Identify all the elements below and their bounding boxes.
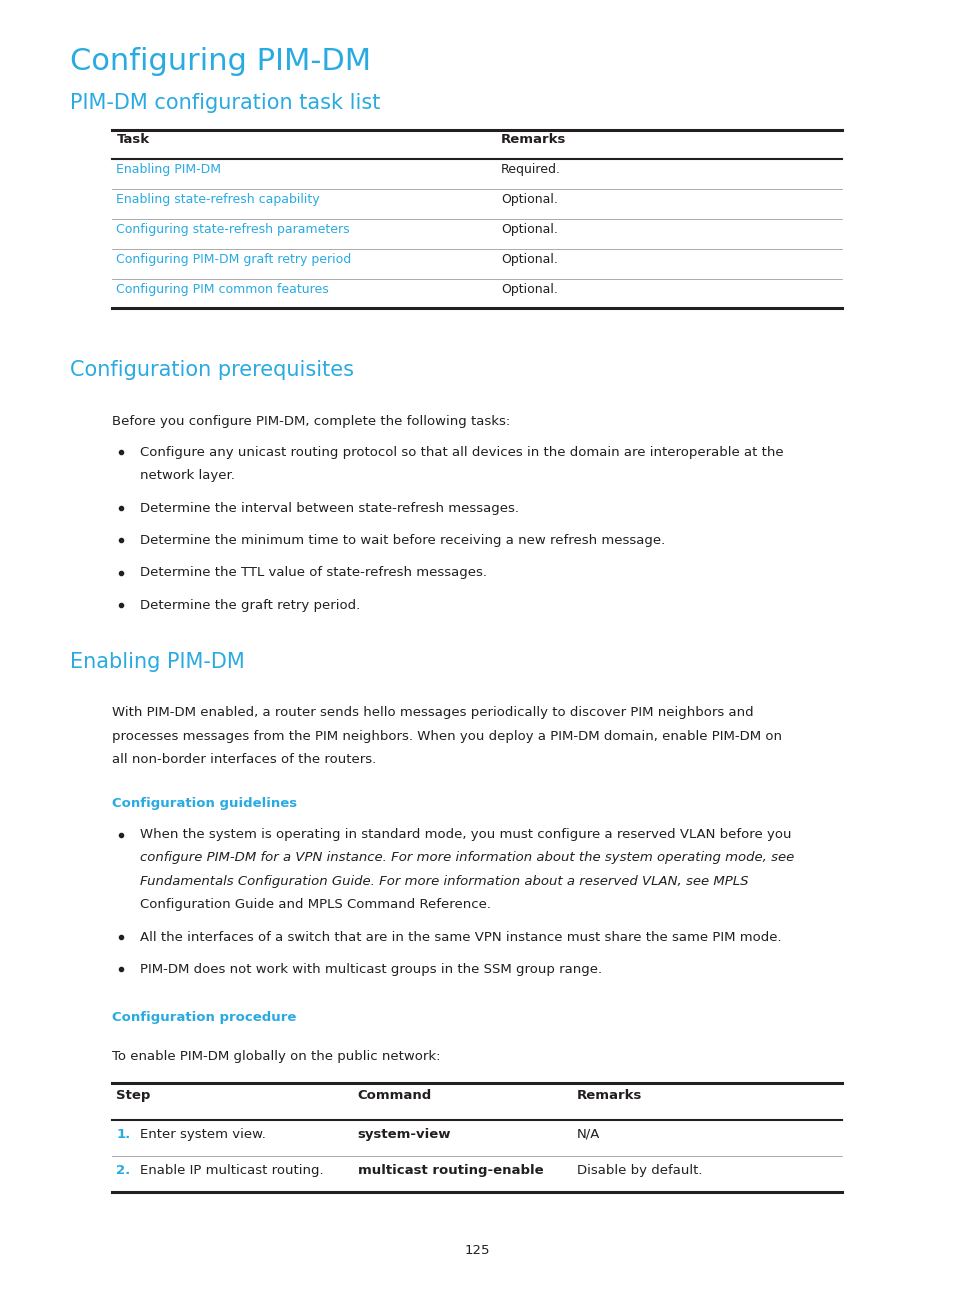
Text: 125: 125 xyxy=(464,1244,489,1257)
Text: Enabling state-refresh capability: Enabling state-refresh capability xyxy=(116,193,319,206)
Text: Configuration Guide and MPLS Command Reference.: Configuration Guide and MPLS Command Ref… xyxy=(140,898,491,911)
Text: Configuration procedure: Configuration procedure xyxy=(112,1011,295,1024)
Text: With PIM-DM enabled, a router sends hello messages periodically to discover PIM : With PIM-DM enabled, a router sends hell… xyxy=(112,706,753,719)
Text: Optional.: Optional. xyxy=(500,193,558,206)
Text: Required.: Required. xyxy=(500,163,560,176)
Text: Configuring PIM-DM: Configuring PIM-DM xyxy=(70,47,371,75)
Text: Fundamentals Configuration Guide. For more information about a reserved VLAN, se: Fundamentals Configuration Guide. For mo… xyxy=(140,875,748,888)
Text: Configuration prerequisites: Configuration prerequisites xyxy=(70,360,354,380)
Text: PIM-DM does not work with multicast groups in the SSM group range.: PIM-DM does not work with multicast grou… xyxy=(140,963,601,976)
Text: Enable IP multicast routing.: Enable IP multicast routing. xyxy=(140,1164,323,1177)
Text: To enable PIM-DM globally on the public network:: To enable PIM-DM globally on the public … xyxy=(112,1050,439,1063)
Text: Optional.: Optional. xyxy=(500,283,558,295)
Text: Configuring PIM common features: Configuring PIM common features xyxy=(116,283,329,295)
Text: multicast routing-enable: multicast routing-enable xyxy=(357,1164,543,1177)
Text: 2.: 2. xyxy=(116,1164,131,1177)
Text: Determine the interval between state-refresh messages.: Determine the interval between state-ref… xyxy=(140,502,518,515)
Text: Configuring PIM-DM graft retry period: Configuring PIM-DM graft retry period xyxy=(116,253,352,266)
Text: Configure any unicast routing protocol so that all devices in the domain are int: Configure any unicast routing protocol s… xyxy=(140,446,783,459)
Text: all non-border interfaces of the routers.: all non-border interfaces of the routers… xyxy=(112,753,375,766)
Text: Enter system view.: Enter system view. xyxy=(140,1128,266,1140)
Text: network layer.: network layer. xyxy=(140,469,234,482)
Text: Disable by default.: Disable by default. xyxy=(577,1164,702,1177)
Text: Optional.: Optional. xyxy=(500,223,558,236)
Text: processes messages from the PIM neighbors. When you deploy a PIM-DM domain, enab: processes messages from the PIM neighbor… xyxy=(112,730,781,743)
Text: Before you configure PIM-DM, complete the following tasks:: Before you configure PIM-DM, complete th… xyxy=(112,415,509,428)
Text: Command: Command xyxy=(357,1089,432,1102)
Text: Optional.: Optional. xyxy=(500,253,558,266)
Text: Enabling PIM-DM: Enabling PIM-DM xyxy=(116,163,221,176)
Text: 1.: 1. xyxy=(116,1128,131,1140)
Text: Step: Step xyxy=(116,1089,151,1102)
Text: Remarks: Remarks xyxy=(577,1089,642,1102)
Text: N/A: N/A xyxy=(577,1128,600,1140)
Text: Configuration guidelines: Configuration guidelines xyxy=(112,797,296,810)
Text: Determine the minimum time to wait before receiving a new refresh message.: Determine the minimum time to wait befor… xyxy=(140,534,665,547)
Text: Configuring state-refresh parameters: Configuring state-refresh parameters xyxy=(116,223,350,236)
Text: When the system is operating in standard mode, you must configure a reserved VLA: When the system is operating in standard… xyxy=(140,828,791,841)
Text: system-view: system-view xyxy=(357,1128,451,1140)
Text: Remarks: Remarks xyxy=(500,133,566,146)
Text: configure PIM-DM for a VPN instance. For more information about the system opera: configure PIM-DM for a VPN instance. For… xyxy=(140,851,794,864)
Text: Determine the TTL value of state-refresh messages.: Determine the TTL value of state-refresh… xyxy=(140,566,487,579)
Text: Enabling PIM-DM: Enabling PIM-DM xyxy=(70,652,244,671)
Text: Determine the graft retry period.: Determine the graft retry period. xyxy=(140,599,360,612)
Text: All the interfaces of a switch that are in the same VPN instance must share the : All the interfaces of a switch that are … xyxy=(140,931,781,943)
Text: PIM-DM configuration task list: PIM-DM configuration task list xyxy=(70,93,379,113)
Text: Task: Task xyxy=(116,133,150,146)
